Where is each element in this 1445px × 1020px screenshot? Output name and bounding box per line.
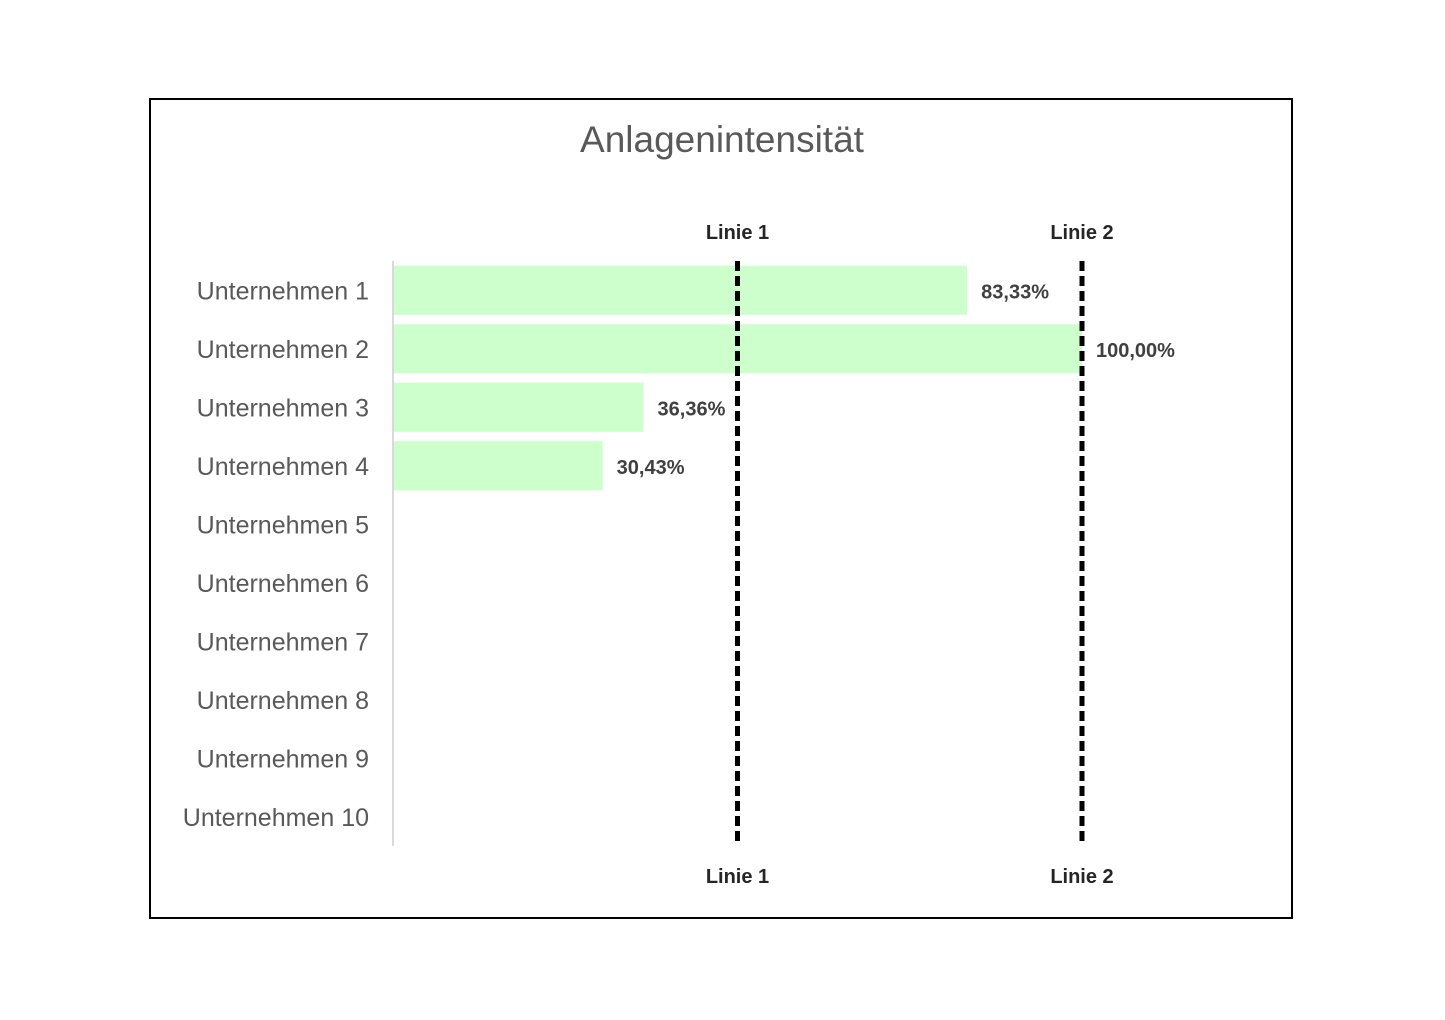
data-label: 83,33% <box>981 281 1049 303</box>
data-label: 100,00% <box>1096 340 1175 362</box>
category-label: Unternehmen 1 <box>197 277 369 305</box>
category-label: Unternehmen 2 <box>197 336 369 364</box>
category-label: Unternehmen 3 <box>197 394 369 422</box>
data-label: 30,43% <box>617 457 685 479</box>
category-label: Unternehmen 4 <box>197 453 369 481</box>
category-label: Unternehmen 7 <box>197 628 369 656</box>
category-label: Unternehmen 6 <box>197 570 369 598</box>
category-label: Unternehmen 10 <box>183 804 369 832</box>
bar <box>394 382 644 432</box>
value-labels: 83,33% 100,00% 36,36% 30,43% <box>617 281 1176 479</box>
category-label: Unternehmen 5 <box>197 511 369 539</box>
reference-lines: Linie 1 Linie 1 Linie 2 Linie 2 <box>706 222 1114 888</box>
data-label: 36,36% <box>658 398 726 420</box>
bar <box>394 324 1082 374</box>
chart-title: Anlagenintensität <box>580 119 865 160</box>
chart-frame <box>149 98 1293 919</box>
reference-line-label-top: Linie 2 <box>1050 222 1113 244</box>
bars-group <box>394 265 1082 491</box>
bar <box>394 265 968 315</box>
category-label: Unternehmen 8 <box>197 687 369 715</box>
bar <box>394 441 603 491</box>
reference-line-label-bottom: Linie 1 <box>706 866 769 888</box>
category-labels: Unternehmen 1 Unternehmen 2 Unternehmen 3 U… <box>183 277 369 832</box>
reference-line-label-bottom: Linie 2 <box>1050 866 1113 888</box>
reference-line-label-top: Linie 1 <box>706 222 769 244</box>
category-label: Unternehmen 9 <box>197 745 369 773</box>
